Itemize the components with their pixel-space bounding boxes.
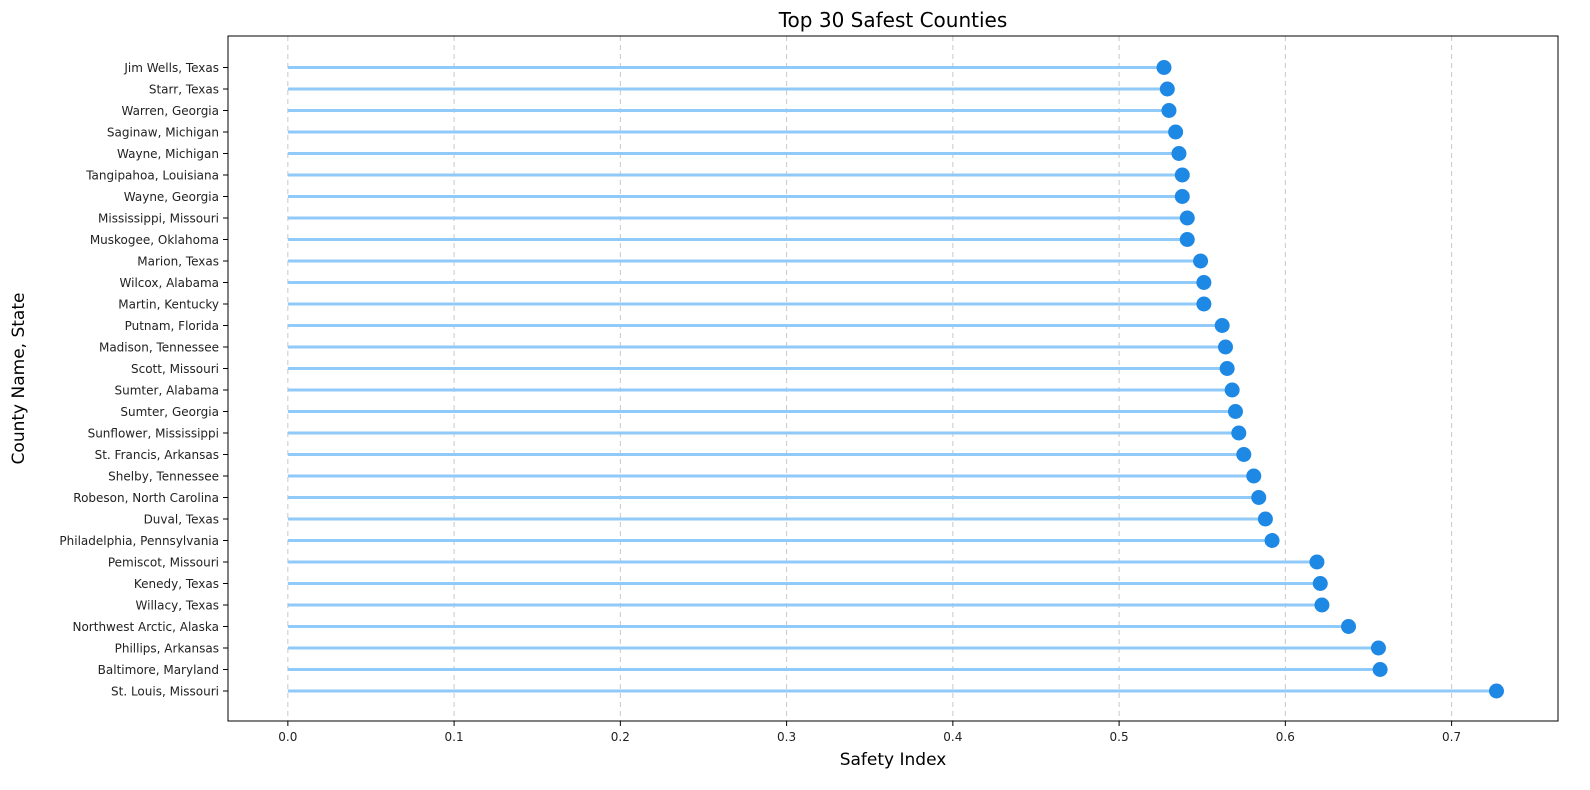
lollipop-marker — [1236, 447, 1252, 462]
lollipop-marker — [1219, 361, 1235, 376]
y-tick-label: Philadelphia, Pennsylvania — [59, 534, 219, 548]
y-tick-label: Shelby, Tennessee — [108, 470, 219, 484]
y-tick-label: Mississippi, Missouri — [98, 212, 219, 226]
chart-title: Top 30 Safest Counties — [778, 8, 1008, 32]
x-axis-ticks: 0.0 0.1 0.2 0.3 0.4 0.5 0.6 0.7 — [278, 721, 1461, 744]
x-tick-label: 0.1 — [445, 730, 464, 744]
lollipop-marker — [1341, 619, 1357, 634]
lollipop-marker — [1312, 576, 1328, 591]
lollipop-marker — [1171, 146, 1187, 161]
lollipop-marker — [1214, 318, 1230, 333]
lollipop-marker — [1179, 210, 1195, 226]
y-tick-label: Robeson, North Carolina — [73, 491, 219, 505]
y-tick-label: Jim Wells, Texas — [123, 61, 219, 75]
y-tick-label: St. Francis, Arkansas — [95, 448, 219, 462]
lollipop-marker — [1159, 81, 1175, 97]
y-tick-label: Sunflower, Mississippi — [88, 427, 219, 441]
y-axis-ticks: Jim Wells, Texas Starr, Texas Warren, Geor… — [59, 61, 228, 699]
y-tick-label: St. Louis, Missouri — [111, 685, 219, 699]
lollipop-marker — [1168, 124, 1184, 140]
y-tick-label: Kenedy, Texas — [134, 577, 219, 591]
lollipop-marker — [1161, 103, 1177, 118]
y-tick-label: Scott, Missouri — [131, 362, 219, 376]
lollipop-marker — [1370, 640, 1386, 656]
lollipop-marker — [1196, 296, 1212, 312]
lollipop-marker — [1196, 275, 1212, 290]
lollipop-marker — [1179, 232, 1195, 247]
lollipop-marker — [1193, 253, 1209, 269]
lollipop-marker — [1156, 60, 1172, 75]
lollipop-marker — [1218, 339, 1233, 355]
grid-lines — [287, 36, 1453, 721]
y-tick-label: Marion, Texas — [137, 255, 219, 269]
lollipop-marker — [1224, 382, 1240, 398]
y-tick-label: Willacy, Texas — [136, 599, 219, 613]
x-tick-label: 0.4 — [943, 730, 962, 744]
lollipop-marker — [1174, 167, 1190, 183]
y-tick-label: Duval, Texas — [144, 513, 219, 527]
y-tick-label: Wayne, Georgia — [124, 190, 219, 204]
y-tick-label: Starr, Texas — [149, 83, 219, 97]
lollipop-marker — [1372, 662, 1388, 677]
y-tick-label: Sumter, Alabama — [115, 384, 219, 398]
markers — [1156, 60, 1504, 699]
y-tick-label: Pemiscot, Missouri — [108, 556, 219, 570]
y-tick-label: Madison, Tennessee — [99, 341, 219, 355]
x-tick-label: 0.6 — [1276, 730, 1295, 744]
lollipop-marker — [1314, 597, 1330, 613]
y-tick-label: Putnam, Florida — [125, 319, 219, 333]
y-tick-label: Wilcox, Alabama — [120, 276, 219, 290]
lollipop-marker — [1246, 468, 1262, 484]
y-tick-label: Northwest Arctic, Alaska — [72, 620, 219, 634]
x-tick-label: 0.3 — [777, 730, 796, 744]
lollipop-marker — [1231, 425, 1247, 441]
lollipop-marker — [1309, 554, 1325, 570]
x-tick-label: 0.5 — [1110, 730, 1129, 744]
lollipop-marker — [1174, 189, 1190, 204]
lollipop-marker — [1251, 490, 1267, 505]
lollipop-marker — [1488, 683, 1504, 699]
lollipop-marker — [1264, 533, 1280, 548]
x-axis-label: Safety Index — [840, 750, 947, 770]
y-tick-label: Sumter, Georgia — [120, 405, 219, 419]
y-tick-label: Baltimore, Maryland — [98, 663, 219, 677]
plot-frame — [227, 35, 1559, 722]
x-tick-label: 0.2 — [611, 730, 630, 744]
lollipop-marker — [1257, 511, 1273, 527]
stems — [287, 66, 1497, 693]
y-tick-label: Muskogee, Oklahoma — [90, 233, 219, 247]
x-tick-label: 0.0 — [278, 730, 297, 744]
lollipop-marker — [1227, 404, 1243, 419]
y-tick-label: Wayne, Michigan — [117, 147, 219, 161]
y-tick-label: Martin, Kentucky — [118, 298, 219, 312]
y-tick-label: Warren, Georgia — [121, 104, 219, 118]
y-tick-label: Phillips, Arkansas — [115, 642, 219, 656]
y-axis-label: County Name, State — [9, 293, 29, 465]
x-tick-label: 0.7 — [1442, 730, 1461, 744]
y-tick-label: Tangipahoa, Louisiana — [85, 169, 219, 183]
y-tick-label: Saginaw, Michigan — [107, 126, 219, 140]
